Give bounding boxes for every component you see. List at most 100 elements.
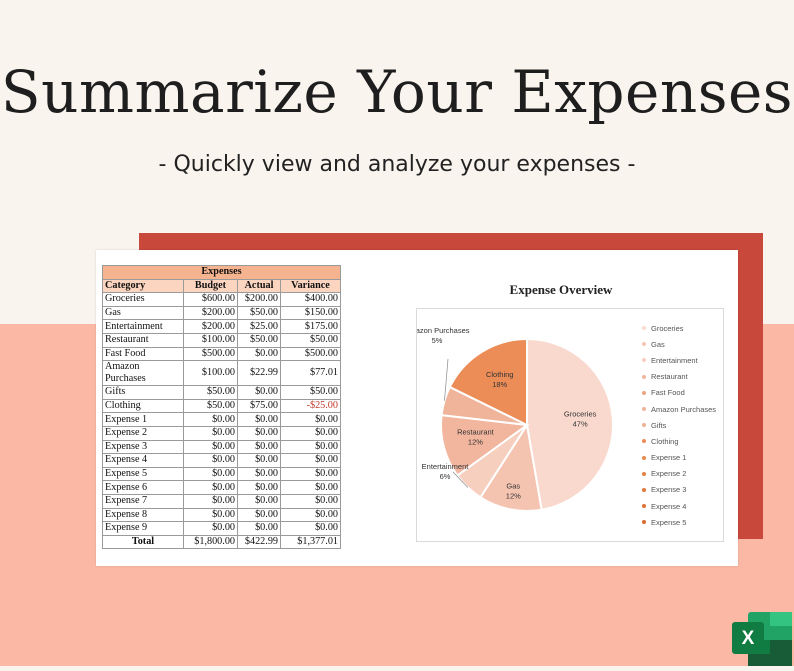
row-actual: $0.00: [237, 453, 281, 468]
row-variance: $0.00: [280, 507, 341, 523]
data-label-name: Amazon Purchases: [417, 326, 470, 335]
row-actual: $0.00: [237, 480, 281, 495]
row-variance: $0.00: [280, 480, 341, 495]
legend-swatch: [642, 342, 646, 347]
table-row: Expense 2 $0.00 $0.00 $0.00: [102, 425, 341, 441]
row-budget: $0.00: [183, 466, 238, 482]
row-variance: $500.00: [280, 346, 341, 362]
legend-label: Restaurant: [651, 372, 688, 382]
row-actual: $0.00: [237, 412, 281, 427]
row-variance: $50.00: [280, 332, 341, 348]
row-variance: $0.00: [280, 466, 341, 482]
row-budget: $200.00: [183, 305, 238, 321]
legend-label: Expense 2: [651, 469, 687, 479]
table-row: Entertainment $200.00 $25.00 $175.00: [102, 319, 341, 334]
legend-item: Clothing: [642, 433, 716, 449]
table-row: Expense 7 $0.00 $0.00 $0.00: [102, 493, 341, 509]
row-actual: $75.00: [237, 398, 281, 414]
legend-item: Expense 2: [642, 466, 716, 482]
legend-item: Expense 3: [642, 482, 716, 498]
row-variance: $0.00: [280, 425, 341, 441]
row-category: Expense 7: [102, 493, 184, 509]
total-variance: $1,377.01: [280, 534, 341, 550]
row-actual: $0.00: [237, 425, 281, 441]
table-row: Expense 3 $0.00 $0.00 $0.00: [102, 439, 341, 455]
legend-item: Expense 1: [642, 450, 716, 466]
row-category: Groceries: [102, 292, 184, 307]
legend-label: Entertainment: [651, 355, 698, 365]
row-category: Expense 8: [102, 507, 184, 523]
header-actual: Actual: [237, 278, 281, 294]
legend-label: Gifts: [651, 420, 667, 430]
leader-line: [452, 471, 469, 488]
total-budget: $1,800.00: [183, 534, 238, 550]
row-budget: $200.00: [183, 319, 238, 334]
data-label-name: Entertainment: [422, 462, 470, 471]
row-actual: $50.00: [237, 305, 281, 321]
leader-line: [444, 358, 449, 401]
chart-area: Groceries 47% Gas 12% Entertainment 6% Restaur…: [404, 308, 724, 542]
row-actual: $0.00: [237, 346, 281, 362]
row-category: Amazon Purchases: [102, 360, 184, 387]
legend-item: Groceries: [642, 320, 716, 336]
data-label-name: Gas: [506, 481, 520, 490]
legend-label: Clothing: [651, 436, 679, 446]
excel-logo-letter: X: [742, 628, 755, 649]
row-category: Expense 4: [102, 453, 184, 468]
table-row: Expense 6 $0.00 $0.00 $0.00: [102, 480, 341, 495]
data-label-name: Restaurant: [457, 428, 495, 437]
row-actual: $50.00: [237, 332, 281, 348]
row-category: Gifts: [102, 385, 184, 400]
excel-logo-icon: X: [730, 610, 794, 666]
row-budget: $0.00: [183, 521, 238, 536]
row-actual: $0.00: [237, 466, 281, 482]
header-variance: Variance: [280, 278, 341, 294]
header-budget: Budget: [183, 278, 238, 294]
spreadsheet-preview: Expenses Category Budget Actual Variance…: [96, 250, 738, 566]
data-label-value: 5%: [432, 336, 443, 345]
row-variance: -$25.00: [280, 398, 341, 414]
table-row: Expense 8 $0.00 $0.00 $0.00: [102, 507, 341, 523]
table-row: Amazon Purchases $100.00 $22.99 $77.01: [102, 360, 341, 387]
row-category: Expense 2: [102, 425, 184, 441]
row-budget: $500.00: [183, 346, 238, 362]
pie-slice-groceries: [526, 337, 614, 511]
header-category: Category: [102, 278, 184, 294]
table-row: Groceries $600.00 $200.00 $400.00: [102, 292, 341, 307]
data-label-value: 12%: [506, 491, 521, 500]
row-variance: $175.00: [280, 319, 341, 334]
row-actual: $25.00: [237, 319, 281, 334]
row-budget: $0.00: [183, 507, 238, 523]
row-variance: $0.00: [280, 521, 341, 536]
data-label-name: Clothing: [486, 370, 514, 379]
row-actual: $0.00: [237, 439, 281, 455]
total-label: Total: [102, 534, 184, 550]
row-category: Entertainment: [102, 319, 184, 334]
legend-swatch: [642, 390, 646, 395]
row-budget: $600.00: [183, 292, 238, 307]
row-budget: $100.00: [183, 332, 238, 348]
data-label-value: 47%: [573, 419, 588, 428]
legend-item: Expense 5: [642, 514, 716, 530]
table-header-row: Category Budget Actual Variance: [102, 278, 341, 294]
data-label-name: Groceries: [564, 409, 597, 418]
legend-label: Expense 5: [651, 517, 687, 527]
chart-title: Expense Overview: [509, 282, 613, 297]
row-actual: $0.00: [237, 493, 281, 509]
legend-label: Fast Food: [651, 388, 685, 398]
chart-legend: Groceries Gas Entertainment Restaurant Fast …: [642, 320, 716, 530]
data-label-value: 18%: [492, 380, 507, 389]
table-row: Expense 9 $0.00 $0.00 $0.00: [102, 521, 341, 536]
row-variance: $400.00: [280, 292, 341, 307]
row-actual: $0.00: [237, 385, 281, 400]
pie-slice-clothing: [448, 337, 528, 427]
table-row: Gas $200.00 $50.00 $150.00: [102, 305, 341, 321]
legend-label: Amazon Purchases: [651, 404, 717, 414]
row-budget: $50.00: [183, 398, 238, 414]
row-variance: $0.00: [280, 453, 341, 468]
row-category: Expense 6: [102, 480, 184, 495]
row-actual: $0.00: [237, 521, 281, 536]
legend-label: Expense 3: [651, 485, 687, 495]
row-variance: $0.00: [280, 439, 341, 455]
pie-slice-restaurant: [440, 414, 530, 477]
